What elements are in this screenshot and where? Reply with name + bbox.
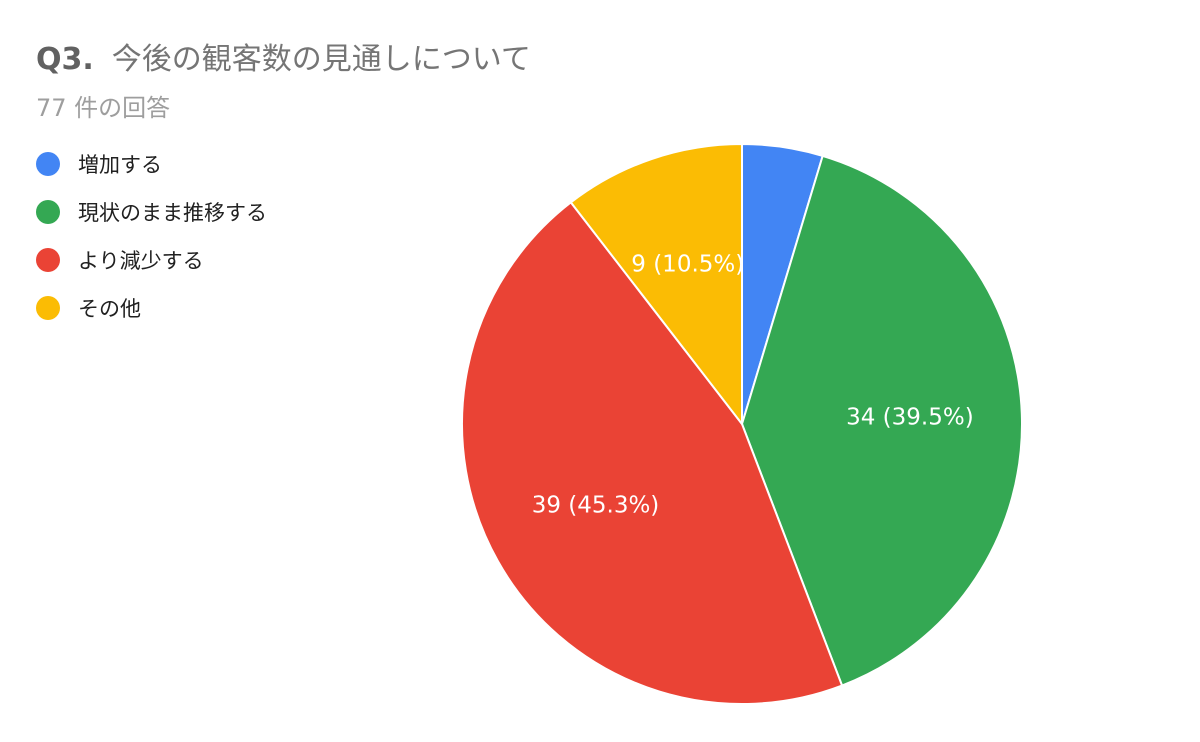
legend-item-other[interactable]: その他 (36, 284, 267, 332)
slice-label-unchanged: 34 (39.5%) (846, 404, 974, 430)
legend-item-decrease[interactable]: より減少する (36, 236, 267, 284)
response-count: 77 件の回答 (36, 94, 171, 122)
legend-label-increase: 増加する (78, 153, 162, 177)
legend-item-unchanged[interactable]: 現状のまま推移する (36, 188, 267, 236)
question-number: Q3. (36, 42, 94, 77)
legend-swatch-increase (36, 152, 60, 176)
legend-swatch-other (36, 296, 60, 320)
legend-swatch-decrease (36, 248, 60, 272)
pie-slice-decrease[interactable] (461, 201, 844, 705)
legend-label-other: その他 (78, 297, 141, 321)
chart-legend: 増加する 現状のまま推移する より減少する その他 (36, 140, 267, 332)
chart-title: Q3. 今後の観客数の見通しについて (36, 34, 531, 78)
question-title: 今後の観客数の見通しについて (111, 42, 531, 77)
pie-slice-other[interactable] (569, 143, 743, 425)
legend-label-decrease: より減少する (78, 249, 204, 273)
legend-swatch-unchanged (36, 200, 60, 224)
slice-label-other: 9 (10.5%) (631, 251, 744, 277)
legend-label-unchanged: 現状のまま推移する (78, 201, 267, 225)
pie-slice-unchanged[interactable] (741, 154, 1023, 687)
slice-label-decrease: 39 (45.3%) (532, 493, 660, 519)
legend-item-increase[interactable]: 増加する (36, 140, 267, 188)
